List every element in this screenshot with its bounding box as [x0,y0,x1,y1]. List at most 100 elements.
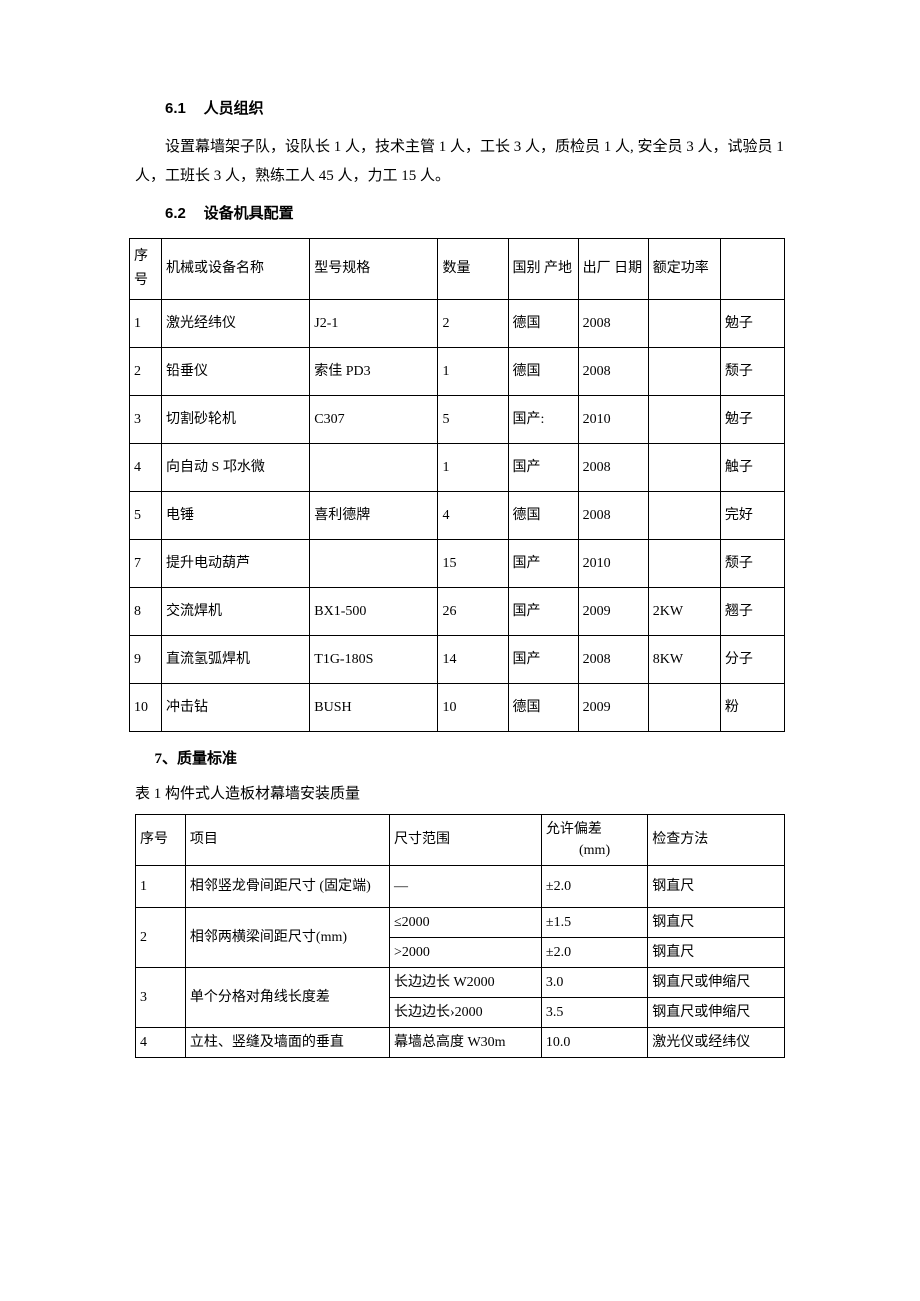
cell: 1 [438,443,508,491]
cell: 8KW [648,635,720,683]
cell: 2KW [648,587,720,635]
section-7-heading: 7、质量标准 [135,746,785,773]
cell [310,443,438,491]
cell: 国产: [508,395,578,443]
cell: 向自动 S 邛水微 [162,443,310,491]
cell: 2 [136,907,186,967]
cell: 触子 [720,443,784,491]
header-cell: 国别 产地 [508,239,578,300]
cell [648,443,720,491]
cell: 2008 [578,491,648,539]
cell: 7 [130,539,162,587]
cell: T1G-180S [310,635,438,683]
section-6-2-num: 6.2 [165,205,186,222]
cell: 15 [438,539,508,587]
header-cell: 数量 [438,239,508,300]
cell: 2010 [578,539,648,587]
header-cell [720,239,784,300]
cell: 冲击钻 [162,683,310,731]
table-row: 3切割砂轮机C3075国产:2010勉子 [130,395,785,443]
cell: 相邻竖龙骨间距尺寸 (固定端) [185,865,389,907]
cell: 电锤 [162,491,310,539]
cell: 粉 [720,683,784,731]
cell: 4 [130,443,162,491]
table-row: 3 单个分格对角线长度差 长边边长 W2000 3.0 钢直尺或伸缩尺 [136,967,785,997]
cell: 德国 [508,491,578,539]
cell: 10 [438,683,508,731]
table-row: 2 相邻两横梁间距尺寸(mm) ≤2000 ±1.5 钢直尺 [136,907,785,937]
cell: 勉子 [720,299,784,347]
cell: 颓子 [720,347,784,395]
cell: 2008 [578,347,648,395]
cell: 10 [130,683,162,731]
cell: 10.0 [541,1027,647,1057]
cell: 钢直尺或伸缩尺 [648,997,785,1027]
table-row: 4 立柱、竖缝及墙面的垂直 幕墙总高度 W30m 10.0 激光仪或经纬仪 [136,1027,785,1057]
cell: 国产 [508,587,578,635]
quality-table: 序号 项目 尺寸范围 允许偏差 (mm) 检查方法 1 相邻竖龙骨间距尺寸 (固… [135,814,785,1058]
cell: 14 [438,635,508,683]
cell: 5 [438,395,508,443]
cell: 国产 [508,635,578,683]
cell: 钢直尺 [648,865,785,907]
cell: 激光经纬仪 [162,299,310,347]
cell: 3 [136,967,186,1027]
cell: 德国 [508,683,578,731]
table-row: 8交流焊机BX1-50026国产20092KW翘子 [130,587,785,635]
table-row: 9直流氢弧焊机T1G-180S14国产20088KW分子 [130,635,785,683]
equipment-table: 序 号 机械或设备名称 型号规格 数量 国别 产地 出厂 日期 额定功率 1 激光… [129,238,785,732]
section-6-1-num: 6.1 [165,100,186,117]
cell: BUSH [310,683,438,731]
cell: 2008 [578,299,648,347]
cell: 26 [438,587,508,635]
cell: ±2.0 [541,865,647,907]
cell: 国产 [508,443,578,491]
header-cell: 出厂 日期 [578,239,648,300]
cell: 勉子 [720,395,784,443]
section-6-2-heading: 6.2 设备机具配置 [135,200,785,228]
cell: ≤2000 [389,907,541,937]
cell: BX1-500 [310,587,438,635]
cell: 2009 [578,587,648,635]
header-text: 允许偏差 [546,819,643,840]
cell: 3.5 [541,997,647,1027]
cell: 切割砂轮机 [162,395,310,443]
cell: 长边边长 W2000 [389,967,541,997]
cell: 8 [130,587,162,635]
cell: 国产 [508,539,578,587]
cell [648,347,720,395]
cell: ±1.5 [541,907,647,937]
cell: 钢直尺 [648,937,785,967]
cell: >2000 [389,937,541,967]
cell: 激光仪或经纬仪 [648,1027,785,1057]
section-6-1-heading: 6.1 人员组织 [135,95,785,123]
cell: 1 [438,347,508,395]
cell [648,539,720,587]
cell: 2010 [578,395,648,443]
cell [648,491,720,539]
cell: 2 [130,347,162,395]
cell: 交流焊机 [162,587,310,635]
cell: 9 [130,635,162,683]
table-header-row: 序 号 机械或设备名称 型号规格 数量 国别 产地 出厂 日期 额定功率 [130,239,785,300]
section-6-1-paragraph: 设置幕墙架子队，设队长 1 人，技术主管 1 人，工长 3 人，质检员 1 人,… [135,133,785,190]
cell: 立柱、竖缝及墙面的垂直 [185,1027,389,1057]
header-cell: 额定功率 [648,239,720,300]
cell: 3 [130,395,162,443]
table-row: 1 相邻竖龙骨间距尺寸 (固定端) — ±2.0 钢直尺 [136,865,785,907]
cell: 相邻两横梁间距尺寸(mm) [185,907,389,967]
header-cell: 序号 [136,814,186,865]
cell: — [389,865,541,907]
cell: 钢直尺 [648,907,785,937]
header-cell: 机械或设备名称 [162,239,310,300]
table-row: 10冲击钻BUSH10德国2009粉 [130,683,785,731]
header-cell: 检查方法 [648,814,785,865]
header-cell: 序 号 [130,239,162,300]
cell: 提升电动葫芦 [162,539,310,587]
cell: 4 [136,1027,186,1057]
cell: 5 [130,491,162,539]
table-row: 4向自动 S 邛水微1国产2008触子 [130,443,785,491]
cell: 3.0 [541,967,647,997]
header-cell: 型号规格 [310,239,438,300]
cell: 直流氢弧焊机 [162,635,310,683]
